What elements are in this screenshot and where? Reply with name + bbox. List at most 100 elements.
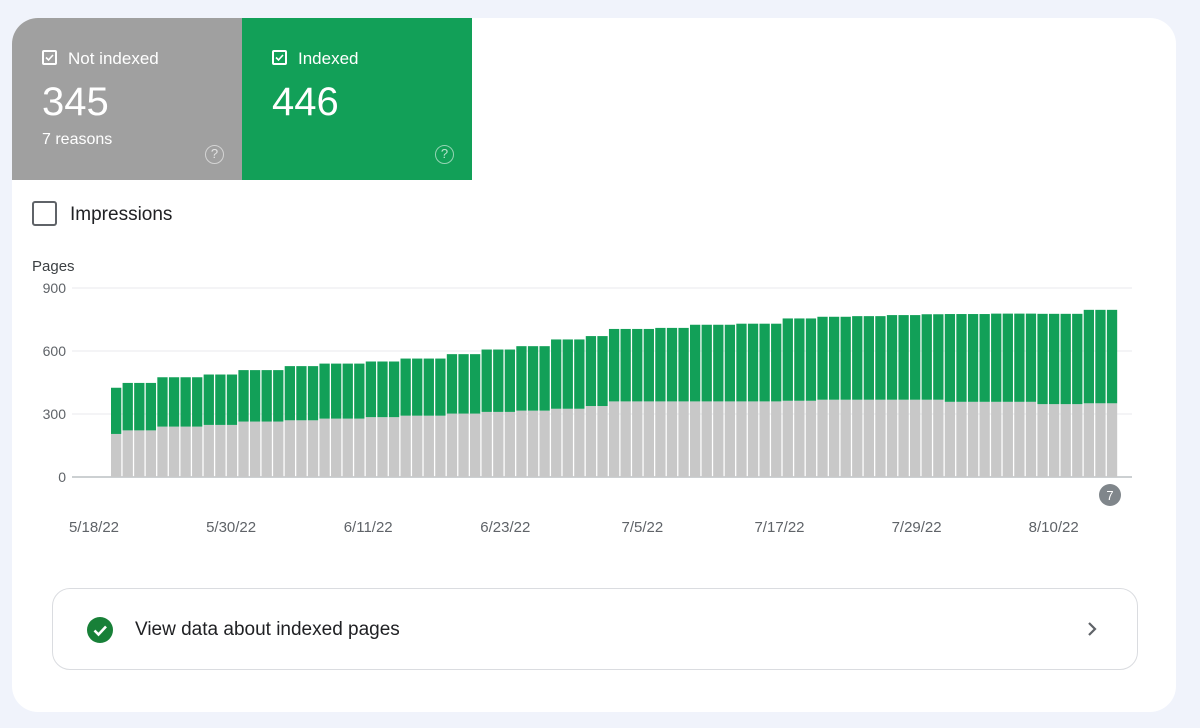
bar-not-indexed [1083,403,1095,477]
bar-not-indexed [111,433,122,477]
bar-not-indexed [122,430,133,477]
bar-not-indexed [875,399,886,477]
bar-indexed [215,374,226,425]
bar-indexed [1060,313,1071,405]
bar-indexed [782,318,793,401]
bar-indexed [933,314,944,400]
bar-not-indexed [967,401,979,477]
bar-indexed [539,346,550,411]
bar-indexed [516,346,527,411]
bar-not-indexed [574,408,585,477]
help-icon[interactable]: ? [435,145,454,164]
bar-indexed [678,327,689,402]
bar-indexed [828,316,840,400]
bar-indexed [690,324,701,402]
bar-indexed [967,314,979,402]
bar-not-indexed [238,421,249,477]
bar-not-indexed [400,415,411,477]
bar-indexed [817,316,828,400]
bar-not-indexed [377,417,388,477]
view-indexed-pages-label: View data about indexed pages [135,619,400,640]
bar-indexed [504,349,516,412]
bar-indexed [910,315,921,400]
bar-indexed [1014,313,1025,402]
bar-not-indexed [944,401,956,477]
annotation-badge [1099,484,1121,506]
bar-indexed [469,354,481,414]
bar-indexed [412,358,423,416]
view-indexed-pages-button[interactable]: View data about indexed pages [52,588,1138,670]
bar-not-indexed [388,417,400,477]
bar-not-indexed [319,418,330,477]
bar-indexed [203,374,214,425]
bar-not-indexed [771,401,782,477]
bar-not-indexed [458,413,469,477]
bar-not-indexed [921,399,932,477]
bar-indexed [724,324,736,402]
bar-not-indexed [354,418,365,477]
indexed-metric-tile[interactable]: Indexed 446 ? [242,18,472,180]
impressions-checkbox[interactable] [32,201,57,226]
bar-not-indexed [805,400,817,477]
bar-indexed [956,314,967,402]
bar-indexed [1072,313,1083,405]
bar-not-indexed [446,413,458,477]
bar-not-indexed [134,430,145,477]
bar-not-indexed [215,424,226,477]
bar-indexed [863,316,874,400]
bar-indexed [296,366,307,421]
bar-indexed [446,354,458,414]
bar-indexed [655,327,666,402]
indexed-count: 446 [272,80,339,124]
bar-indexed [168,377,180,427]
bar-indexed [771,323,782,402]
bar-not-indexed [713,401,724,477]
bar-not-indexed [1060,404,1071,477]
bar-indexed [157,377,168,427]
bar-not-indexed [168,426,180,477]
bar-not-indexed [828,399,840,477]
bar-not-indexed [666,401,678,477]
check-circle-icon [87,617,113,643]
bar-not-indexed [273,421,284,477]
bar-indexed [435,358,446,416]
bar-not-indexed [736,401,747,477]
bar-indexed [875,316,886,400]
y-tick-label: 900 [43,280,67,296]
bar-not-indexed [226,424,238,477]
bar-not-indexed [493,411,504,477]
bar-indexed [747,323,759,402]
bar-indexed [713,324,724,402]
bar-not-indexed [1072,404,1083,477]
bar-not-indexed [435,415,446,477]
bar-indexed [319,363,330,419]
bar-not-indexed [863,399,874,477]
checkmark-icon [275,54,284,62]
y-tick-label: 600 [43,343,67,359]
bar-indexed [238,370,249,422]
bar-not-indexed [551,408,562,477]
chevron-right-icon [1088,622,1097,636]
not-indexed-metric-tile[interactable]: Not indexed 345 7 reasons ? [12,18,242,180]
bar-not-indexed [1106,403,1118,477]
bar-indexed [1048,313,1060,405]
impressions-label: Impressions [70,204,173,225]
bar-indexed [944,314,956,402]
help-icon[interactable]: ? [205,145,224,164]
bar-indexed [249,370,261,422]
bar-indexed [365,361,377,418]
indexed-checkbox[interactable] [272,50,287,65]
bar-not-indexed [782,400,793,477]
bar-indexed [180,377,191,427]
not-indexed-checkbox[interactable] [42,50,57,65]
bar-not-indexed [192,426,203,477]
bar-indexed [585,336,597,407]
bar-indexed [400,358,411,416]
bar-indexed [759,323,770,402]
bar-not-indexed [840,399,851,477]
bar-indexed [134,382,145,431]
bar-not-indexed [585,406,597,477]
bar-not-indexed [620,401,631,477]
bar-not-indexed [956,401,967,477]
bar-indexed [666,327,678,402]
